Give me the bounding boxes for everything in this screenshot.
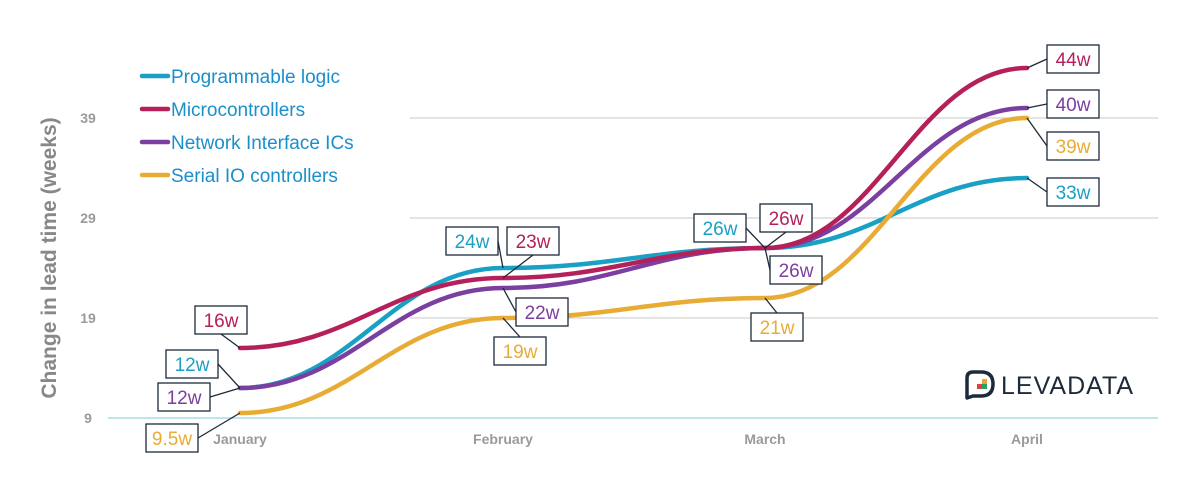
series-line-micro [237,65,1030,351]
brand-icon-pixel [982,384,987,389]
data-label-micro: 44w [1056,50,1091,71]
data-label-box [445,226,499,256]
data-label-pointer [197,412,241,439]
y-tick-label: 9 [84,410,92,426]
data-label-box [1046,44,1100,74]
series-line-network [237,105,1030,391]
x-tick-label: April [1011,431,1043,447]
series-line-serial [237,115,1030,416]
data-labels: 12w 24w 26w 33w 16w 23w 26w 44w 12w 22w 26w 40w 9.5w… [145,44,1100,453]
x-tick-label: March [744,431,785,447]
data-label-pointer [502,254,534,279]
x-tick-label: February [473,431,533,447]
data-label-box [1046,177,1100,207]
data-label-box [493,336,547,366]
data-label-box [157,382,211,412]
data-label-network: 26w [779,261,814,282]
data-label-box [515,297,569,327]
data-label-network: 12w [167,388,202,409]
legend-entry-micro: Microcontrollers [171,100,305,121]
y-axis-label: Change in lead time (weeks) [38,117,61,398]
series-lines [237,65,1030,416]
data-label-box [693,213,747,243]
legend-entry-network: Network Interface ICs [171,133,354,154]
data-label-pointer [1026,103,1048,109]
data-label-micro: 23w [516,232,551,253]
data-label-pointer [209,387,241,398]
data-label-pointer [745,227,766,249]
data-label-network: 40w [1056,95,1091,116]
brand-icon-pixel [982,379,987,384]
data-label-programmable: 33w [1056,183,1091,204]
series-line-programmable [237,175,1030,391]
data-label-pointer [502,287,517,313]
data-label-programmable: 12w [175,355,210,376]
data-label-box [1046,131,1100,161]
y-tick-label: 19 [80,310,96,326]
data-label-pointer [217,363,241,389]
data-label-micro: 16w [204,311,239,332]
data-label-box [145,423,199,453]
data-label-pointer [764,297,778,314]
data-label-box [750,312,804,342]
data-label-box [759,203,813,233]
y-axis-ticks: 9 19 29 39 [80,110,96,426]
x-axis-ticks: January February March April [213,431,1043,447]
y-tick-label: 29 [80,210,96,226]
brand-icon [965,370,995,400]
y-tick-label: 39 [80,110,96,126]
data-label-box [506,226,560,256]
data-label-network: 22w [525,303,560,324]
data-label-serial: 39w [1056,137,1091,158]
data-label-pointer [220,333,241,349]
legend-entry-serial: Serial IO controllers [171,166,338,187]
data-label-pointer [502,317,521,338]
data-label-box [194,305,248,335]
data-label-serial: 19w [503,342,538,363]
data-label-pointer [1026,177,1048,193]
data-label-programmable: 26w [703,219,738,240]
data-label-pointer [497,240,504,269]
data-label-box [769,255,823,285]
data-label-pointer [1026,58,1048,69]
brand-icon-pixel [977,384,982,389]
data-label-micro: 26w [769,209,804,230]
data-label-programmable: 24w [455,232,490,253]
data-label-box [1046,89,1100,119]
brand-name: LEVADATA [1001,372,1134,400]
data-label-serial: 21w [760,318,795,339]
data-label-serial: 9.5w [152,429,192,450]
data-label-pointer [1026,117,1048,147]
x-tick-label: January [213,431,267,447]
data-label-pointer [764,231,787,249]
levadata-logo: LEVADATA [965,370,1134,400]
legend: Programmable logic Microcontrollers Networ… [139,67,354,187]
data-label-pointer [764,247,771,271]
data-label-box [165,349,219,379]
legend-entry-programmable: Programmable logic [171,67,340,88]
